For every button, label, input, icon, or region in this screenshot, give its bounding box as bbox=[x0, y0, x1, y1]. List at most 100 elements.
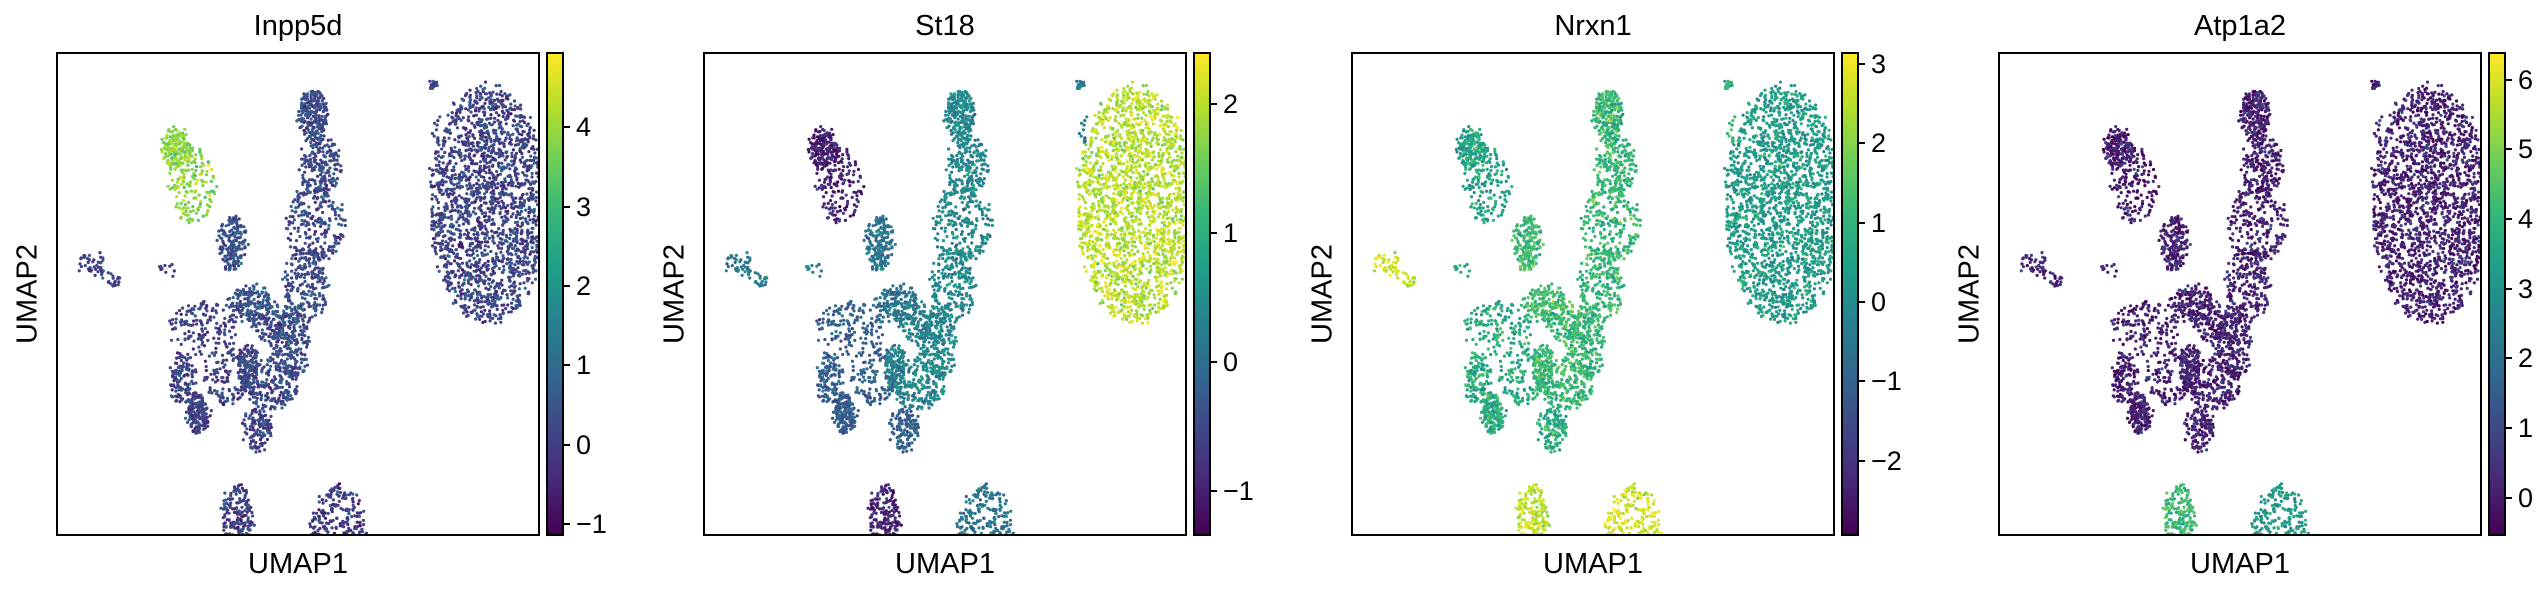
cell-point bbox=[182, 199, 186, 203]
cell-point bbox=[456, 294, 460, 298]
cell-point bbox=[263, 422, 267, 426]
cell-point bbox=[500, 246, 504, 251]
cell-point bbox=[452, 165, 456, 169]
cell-point bbox=[330, 183, 335, 187]
cell-point bbox=[303, 158, 307, 162]
cell-point bbox=[313, 134, 317, 138]
cell-point bbox=[500, 132, 504, 136]
cell-point bbox=[200, 169, 204, 173]
cell-point bbox=[483, 110, 487, 115]
cell-point bbox=[512, 246, 516, 250]
cell-point bbox=[288, 326, 292, 330]
cell-point bbox=[334, 167, 338, 172]
cell-point bbox=[78, 262, 82, 266]
cell-point bbox=[512, 280, 517, 284]
cell-point bbox=[320, 167, 324, 171]
cell-point bbox=[442, 212, 446, 216]
cell-point bbox=[322, 96, 326, 101]
cell-point bbox=[484, 186, 488, 190]
cell-point bbox=[180, 368, 184, 373]
cell-point bbox=[497, 267, 501, 271]
cell-point bbox=[325, 183, 329, 187]
cell-point bbox=[265, 437, 270, 442]
cell-point bbox=[483, 86, 487, 90]
cell-point bbox=[502, 193, 506, 197]
cell-point bbox=[500, 278, 504, 282]
cell-point bbox=[481, 211, 485, 215]
cell-point bbox=[462, 278, 467, 282]
cell-point bbox=[186, 149, 190, 153]
cell-point bbox=[311, 146, 315, 150]
cell-point bbox=[168, 135, 172, 139]
cell-point bbox=[289, 340, 293, 344]
cell-point bbox=[327, 283, 331, 287]
cell-point bbox=[194, 211, 198, 215]
cell-point bbox=[243, 347, 247, 351]
cell-point bbox=[186, 363, 190, 367]
cell-point bbox=[179, 342, 183, 346]
cell-point bbox=[250, 446, 255, 450]
cell-point bbox=[188, 382, 192, 386]
cell-point bbox=[188, 412, 192, 416]
cell-point bbox=[501, 115, 505, 119]
cell-point bbox=[222, 321, 226, 325]
cell-point bbox=[341, 218, 345, 222]
cell-point bbox=[459, 292, 463, 296]
cell-point bbox=[467, 210, 471, 214]
cell-point bbox=[237, 217, 241, 221]
cell-point bbox=[201, 300, 205, 304]
cell-point bbox=[279, 399, 283, 403]
cell-point bbox=[99, 261, 103, 265]
cell-point bbox=[477, 279, 481, 283]
cell-point bbox=[513, 263, 517, 267]
cell-point bbox=[300, 296, 304, 300]
cell-point bbox=[319, 187, 323, 191]
cell-point bbox=[322, 134, 326, 138]
cell-point bbox=[168, 319, 172, 323]
cell-point bbox=[486, 154, 490, 159]
cell-point bbox=[224, 224, 228, 228]
cell-point bbox=[462, 98, 466, 102]
cell-point bbox=[531, 137, 536, 141]
cell-point bbox=[435, 197, 439, 202]
cell-point bbox=[191, 429, 195, 433]
cell-point bbox=[306, 185, 310, 189]
cell-point bbox=[521, 129, 525, 134]
cell-point bbox=[236, 391, 240, 395]
cell-point bbox=[466, 313, 470, 318]
cell-point bbox=[175, 351, 180, 355]
cell-point bbox=[242, 225, 246, 229]
cell-point bbox=[467, 197, 471, 201]
cell-point bbox=[294, 342, 298, 347]
cell-point bbox=[487, 236, 491, 240]
cell-point bbox=[225, 370, 229, 374]
cell-point bbox=[442, 192, 446, 196]
cell-point bbox=[466, 219, 470, 223]
cell-point bbox=[491, 173, 495, 177]
cell-point bbox=[433, 249, 437, 253]
cell-point bbox=[535, 190, 538, 194]
cell-point bbox=[248, 436, 252, 440]
cell-point bbox=[318, 92, 322, 96]
cell-point bbox=[509, 142, 513, 146]
cell-point bbox=[221, 308, 225, 312]
cell-point bbox=[468, 88, 472, 92]
cell-point bbox=[512, 119, 517, 123]
cell-point bbox=[243, 376, 247, 380]
cell-point bbox=[501, 180, 505, 184]
cell-point bbox=[290, 334, 294, 339]
cell-point bbox=[470, 242, 475, 246]
cell-point bbox=[230, 228, 234, 232]
cell-point bbox=[490, 295, 494, 299]
cell-point bbox=[260, 367, 264, 371]
cell-point bbox=[300, 328, 304, 332]
cell-point bbox=[478, 164, 482, 168]
cell-point bbox=[453, 289, 457, 294]
cell-point bbox=[477, 206, 481, 210]
cell-point bbox=[319, 224, 323, 228]
cell-point bbox=[258, 430, 262, 434]
cell-point bbox=[513, 231, 517, 236]
cell-point bbox=[210, 391, 214, 395]
cell-point bbox=[446, 216, 451, 220]
cell-point bbox=[472, 299, 477, 303]
